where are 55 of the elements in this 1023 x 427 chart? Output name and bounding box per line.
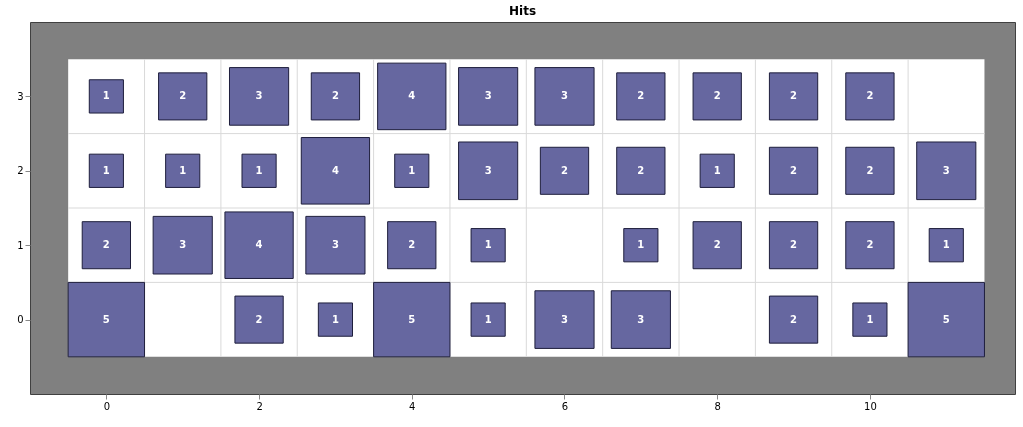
data-label: 1: [408, 164, 416, 176]
y-tick-label: 2: [17, 165, 24, 177]
data-label: 2: [790, 239, 798, 251]
data-label: 2: [102, 239, 110, 251]
data-label: 2: [790, 90, 798, 102]
data-label: 3: [331, 239, 339, 251]
data-label: 2: [561, 164, 569, 176]
data-label: 2: [713, 90, 721, 102]
data-label: 1: [102, 164, 110, 176]
data-label: 1: [102, 90, 110, 102]
data-label: 1: [331, 313, 339, 325]
data-label: 1: [866, 313, 874, 325]
data-label: 4: [255, 239, 263, 251]
data-label: 2: [790, 313, 798, 325]
data-label: 1: [484, 313, 492, 325]
data-label: 2: [179, 90, 187, 102]
data-label: 3: [637, 313, 645, 325]
x-tick-label: 6: [561, 400, 569, 412]
data-label: 3: [942, 164, 950, 176]
data-label: 1: [942, 239, 950, 251]
x-tick-label: 2: [256, 400, 263, 412]
data-label: 4: [408, 90, 416, 102]
data-label: 2: [790, 164, 798, 176]
data-label: 3: [484, 90, 492, 102]
data-label: 5: [942, 313, 950, 325]
data-label: 1: [255, 164, 263, 176]
data-label: 4: [331, 164, 339, 176]
data-label: 2: [866, 90, 874, 102]
data-label: 2: [255, 313, 263, 325]
data-label: 1: [484, 239, 492, 251]
data-label: 2: [408, 239, 416, 251]
y-tick-label: 1: [17, 239, 24, 251]
data-label: 3: [561, 90, 569, 102]
data-label: 3: [179, 239, 187, 251]
data-label: 3: [255, 90, 263, 102]
data-label: 2: [713, 239, 721, 251]
data-label: 1: [637, 239, 645, 251]
x-tick-label: 4: [409, 400, 416, 412]
data-label: 5: [102, 313, 110, 325]
data-label: 3: [484, 164, 492, 176]
data-label: 2: [331, 90, 339, 102]
chart-title: Hits: [508, 4, 537, 18]
y-tick-label: 3: [17, 90, 24, 102]
data-label: 1: [713, 164, 721, 176]
x-tick-label: 0: [103, 400, 111, 412]
data-label: 1: [179, 164, 187, 176]
x-tick-label: 10: [864, 400, 877, 412]
data-label: 2: [866, 239, 874, 251]
data-label: 3: [561, 313, 569, 325]
x-tick-label: 8: [714, 400, 721, 412]
data-label: 2: [637, 90, 645, 102]
data-label: 5: [408, 313, 416, 325]
data-label: 2: [637, 164, 645, 176]
data-label: 2: [866, 164, 874, 176]
y-tick-label: 0: [17, 314, 24, 326]
